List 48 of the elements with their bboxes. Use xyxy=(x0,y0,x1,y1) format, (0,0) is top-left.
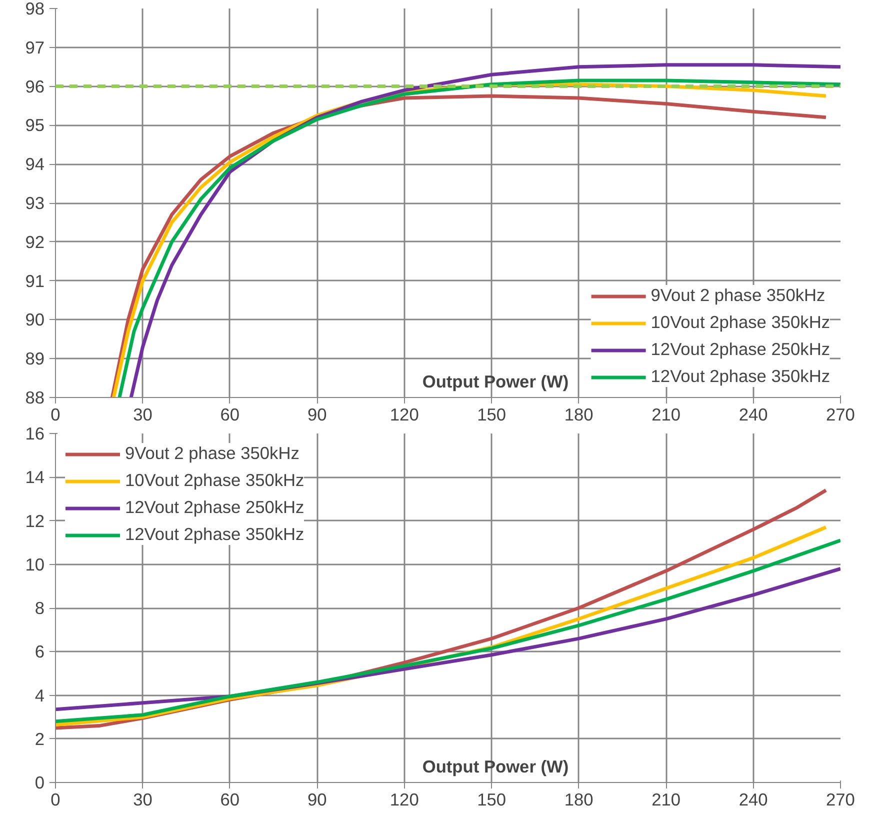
x-tick-label: 210 xyxy=(652,404,681,424)
y-tick-label: 16 xyxy=(25,424,45,444)
x-tick-label: 180 xyxy=(564,404,594,424)
x-tick-label: 150 xyxy=(477,404,506,424)
legend-label: 10Vout 2phase 350kHz xyxy=(650,312,830,333)
x-tick-label: 150 xyxy=(477,790,506,810)
x-tick-label: 30 xyxy=(133,404,152,424)
x-tick-label: 270 xyxy=(826,404,855,424)
y-tick-label: 95 xyxy=(25,115,45,136)
y-tick-label: 6 xyxy=(34,642,45,662)
legend-label: 10Vout 2phase 350kHz xyxy=(125,470,304,491)
x-tick-label: 60 xyxy=(220,404,240,424)
y-tick-label: 90 xyxy=(25,310,45,330)
y-tick-label: 96 xyxy=(25,76,45,96)
legend-label: 9Vout 2 phase 350kHz xyxy=(125,443,300,464)
y-tick-label: 8 xyxy=(34,598,45,618)
x-tick-label: 60 xyxy=(220,790,240,810)
x-tick-label: 120 xyxy=(390,404,419,424)
legend-label: 12Vout 2phase 350kHz xyxy=(650,366,830,387)
x-tick-label: 90 xyxy=(308,404,327,424)
y-tick-label: 10 xyxy=(25,554,45,574)
y-tick-label: 0 xyxy=(34,772,45,792)
legend-label: 12Vout 2phase 250kHz xyxy=(650,339,830,360)
x-tick-label: 240 xyxy=(738,790,768,810)
y-tick-label: 97 xyxy=(25,37,45,58)
legend-label: 9Vout 2 phase 350kHz xyxy=(650,285,826,306)
y-tick-label: 2 xyxy=(34,728,45,749)
x-tick-label: 120 xyxy=(390,790,419,810)
legend-label: 12Vout 2phase 350kHz xyxy=(125,524,304,545)
y-tick-label: 14 xyxy=(25,467,45,488)
x-tick-label: 210 xyxy=(652,790,681,810)
x-tick-label: 90 xyxy=(308,790,327,810)
y-tick-label: 93 xyxy=(25,193,45,213)
y-tick-label: 91 xyxy=(25,270,45,291)
legend-label: 12Vout 2phase 250kHz xyxy=(125,497,304,518)
y-tick-label: 94 xyxy=(25,154,45,174)
x-tick-label: 240 xyxy=(738,404,768,424)
x-tick-label: 30 xyxy=(133,790,152,810)
y-tick-label: 4 xyxy=(34,685,45,706)
y-tick-label: 12 xyxy=(25,510,45,531)
x-tick-label: 270 xyxy=(826,790,855,810)
y-tick-label: 98 xyxy=(25,0,45,18)
x-tick-label: 180 xyxy=(564,790,594,810)
x-tick-label: 0 xyxy=(50,404,60,424)
y-tick-label: 88 xyxy=(25,388,45,408)
y-tick-label: 89 xyxy=(25,348,45,369)
y-tick-label: 92 xyxy=(25,232,45,252)
x-tick-label: 0 xyxy=(50,790,60,810)
